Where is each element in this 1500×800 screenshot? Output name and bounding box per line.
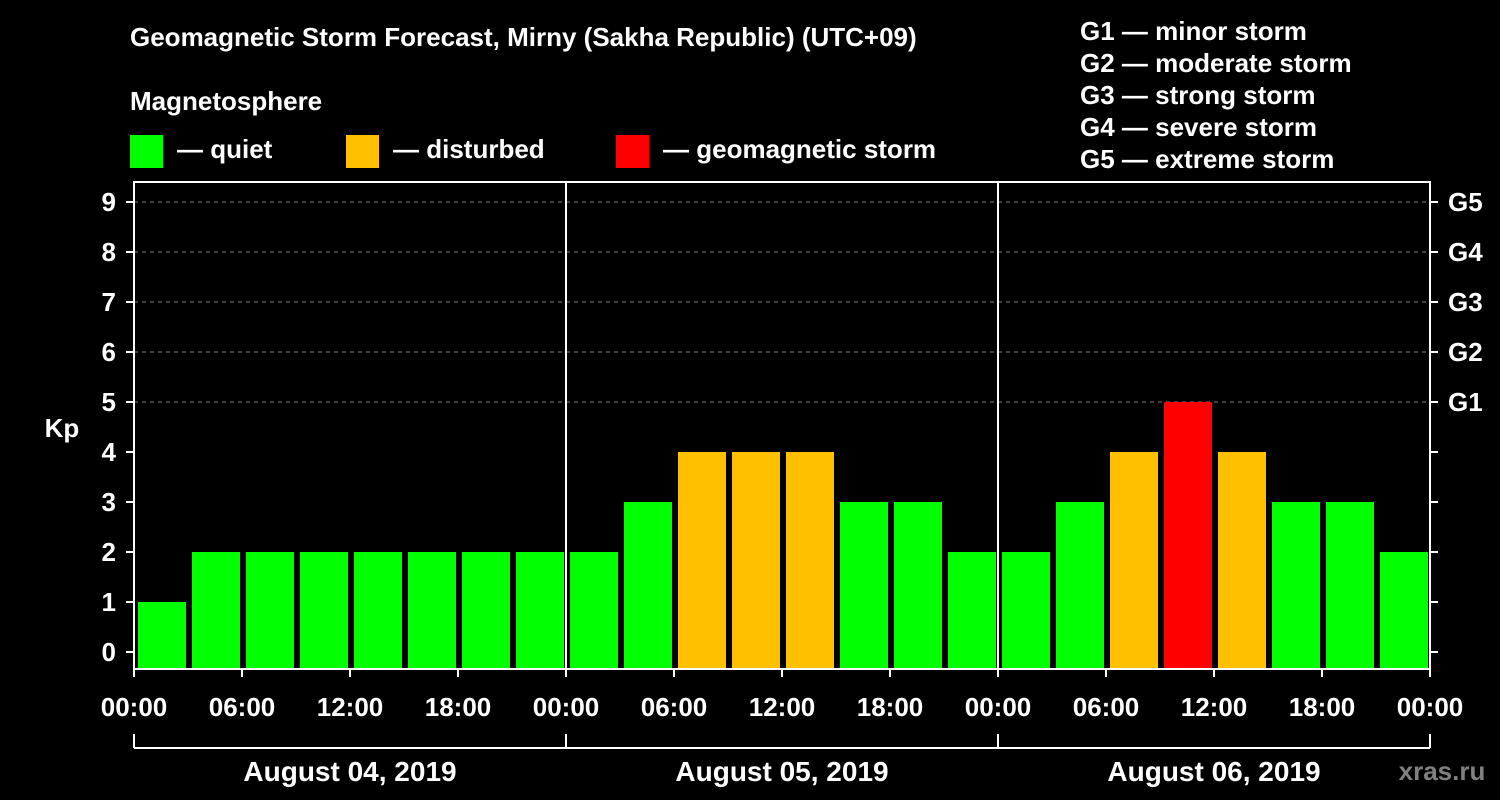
y-tick-label: 1 [102, 587, 116, 617]
x-tick-label: 12:00 [749, 692, 816, 722]
day-label: August 05, 2019 [675, 756, 888, 787]
kp-bar [1272, 502, 1320, 669]
x-tick-label: 06:00 [641, 692, 708, 722]
legend-swatch-disturbed [346, 135, 379, 168]
kp-bar [1110, 452, 1158, 669]
legend-label-storm: — geomagnetic storm [663, 134, 937, 164]
kp-bar [840, 502, 888, 669]
y-tick-label: 6 [102, 337, 116, 367]
day-label: August 04, 2019 [243, 756, 456, 787]
kp-bar [894, 502, 942, 669]
kp-bar [1164, 402, 1212, 669]
y-tick-label: 2 [102, 537, 116, 567]
chart-title: Geomagnetic Storm Forecast, Mirny (Sakha… [130, 22, 917, 52]
kp-bar [1056, 502, 1104, 669]
kp-bar [1002, 552, 1050, 669]
kp-bar [1380, 552, 1428, 669]
legend-label-disturbed: — disturbed [393, 134, 545, 164]
kp-bar [1218, 452, 1266, 669]
kp-bar [192, 552, 240, 669]
kp-bar [354, 552, 402, 669]
legend-swatch-storm [616, 135, 649, 168]
x-tick-label: 12:00 [317, 692, 384, 722]
x-tick-label: 06:00 [1073, 692, 1140, 722]
kp-bar [678, 452, 726, 669]
g-scale-g4: G4 — severe storm [1080, 112, 1318, 142]
legend-label-quiet: — quiet [177, 134, 273, 164]
x-tick-label: 12:00 [1181, 692, 1248, 722]
kp-bar [1326, 502, 1374, 669]
y-axis-label: Kp [45, 413, 80, 443]
kp-bar [246, 552, 294, 669]
y-tick-label: 5 [102, 387, 116, 417]
x-tick-label: 00:00 [1397, 692, 1464, 722]
y-tick-label: 8 [102, 237, 116, 267]
kp-bar [570, 552, 618, 669]
y-tick-label: 0 [102, 637, 116, 667]
x-tick-label: 00:00 [965, 692, 1032, 722]
g-level-label: G5 [1448, 187, 1483, 217]
y-tick-label: 4 [102, 437, 117, 467]
kp-bar [786, 452, 834, 669]
legend-heading: Magnetosphere [130, 86, 323, 116]
kp-bar [516, 552, 564, 669]
y-tick-label: 7 [102, 287, 116, 317]
kp-bar [948, 552, 996, 669]
x-tick-label: 00:00 [533, 692, 600, 722]
kp-bar [408, 552, 456, 669]
kp-bar [300, 552, 348, 669]
g-scale-g5: G5 — extreme storm [1080, 144, 1335, 174]
g-scale-g2: G2 — moderate storm [1080, 48, 1352, 78]
x-tick-label: 18:00 [1289, 692, 1356, 722]
x-tick-label: 00:00 [101, 692, 168, 722]
x-tick-label: 06:00 [209, 692, 276, 722]
g-scale-g1: G1 — minor storm [1080, 16, 1307, 46]
g-level-label: G4 [1448, 237, 1483, 267]
watermark: xras.ru [1399, 756, 1486, 786]
x-tick-label: 18:00 [857, 692, 924, 722]
g-level-label: G3 [1448, 287, 1483, 317]
kp-bar [462, 552, 510, 669]
kp-bar [138, 602, 186, 669]
y-tick-label: 9 [102, 187, 116, 217]
y-tick-label: 3 [102, 487, 116, 517]
g-level-label: G2 [1448, 337, 1483, 367]
g-scale-g3: G3 — strong storm [1080, 80, 1316, 110]
legend-swatch-quiet [130, 135, 163, 168]
day-label: August 06, 2019 [1107, 756, 1320, 787]
kp-bar [732, 452, 780, 669]
g-level-label: G1 [1448, 387, 1483, 417]
x-tick-label: 18:00 [425, 692, 492, 722]
kp-bar [624, 502, 672, 669]
